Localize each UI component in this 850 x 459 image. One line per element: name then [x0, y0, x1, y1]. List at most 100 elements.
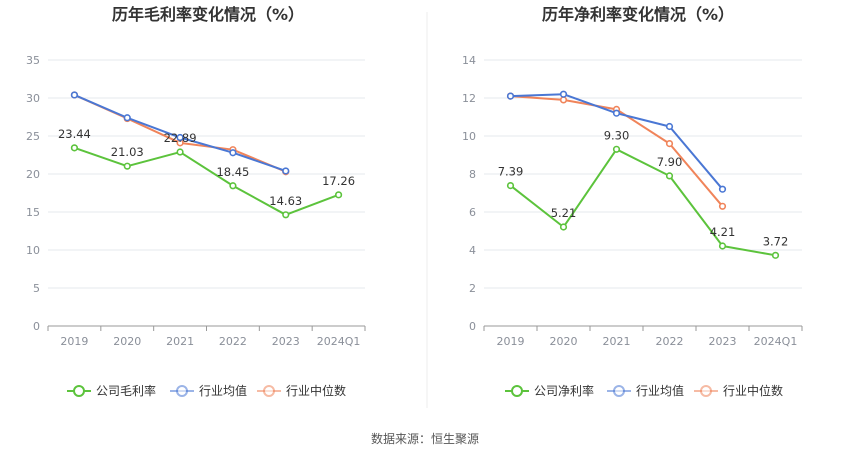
x-axis-ticks: 2019 2020 2021 2022 2023 2024Q1 [483, 325, 803, 348]
data-point [771, 251, 780, 259]
legend-item-company[interactable]: 公司毛利率 [67, 383, 156, 398]
data-point [718, 202, 727, 210]
data-point [506, 181, 515, 190]
x-tick-label: 2022 [656, 335, 684, 348]
y-tick-label: 10 [26, 244, 40, 257]
data-point [282, 211, 290, 219]
data-label: 5.21 [551, 206, 577, 220]
legend-marker [511, 385, 523, 397]
x-tick-label: 2020 [550, 335, 578, 348]
y-tick-label: 35 [26, 54, 40, 67]
y-axis-ticks: 0 2 4 6 8 10 12 14 [462, 54, 476, 333]
data-label: 18.45 [216, 165, 249, 179]
x-tick-label: 2019 [60, 335, 88, 348]
data-point [176, 148, 184, 156]
legend-marker [613, 385, 625, 397]
y-tick-label: 30 [26, 92, 40, 105]
series-group [506, 90, 780, 259]
data-point [282, 167, 290, 175]
data-point [176, 133, 184, 142]
series-line [74, 146, 339, 216]
y-tick-label: 6 [469, 206, 476, 219]
x-tick-label: 2023 [709, 335, 737, 348]
y-tick-label: 5 [33, 282, 40, 295]
data-label: 22.89 [164, 131, 197, 145]
data-point [123, 162, 131, 170]
y-tick-label: 2 [469, 282, 476, 295]
source-note: 数据来源：恒生聚源 [371, 431, 479, 446]
data-point [665, 172, 674, 180]
data-point [718, 185, 727, 193]
gross-margin-chart: 历年毛利率变化情况（%） 0 5 10 15 20 25 30 35 2019 2020 2021… [26, 5, 366, 398]
legend-label-industry-median: 行业中位数 [723, 383, 783, 398]
industry-avg-series [506, 90, 727, 193]
x-tick-label: 2022 [219, 335, 247, 348]
y-axis-ticks: 0 5 10 15 20 25 30 35 [26, 54, 40, 333]
legend-label-company: 公司毛利率 [96, 383, 156, 398]
x-tick-label: 2020 [113, 335, 141, 348]
data-label: 21.03 [111, 145, 144, 159]
data-point [334, 191, 343, 199]
legend-label-company: 公司净利率 [534, 383, 594, 398]
legend-label-industry-median: 行业中位数 [286, 383, 346, 398]
legend-item-industry-median[interactable]: 行业中位数 [694, 383, 783, 398]
data-point [665, 122, 674, 131]
y-tick-label: 25 [26, 130, 40, 143]
data-label: 17.26 [322, 174, 355, 188]
legend-marker [263, 385, 275, 397]
data-labels: 23.44 21.03 22.89 18.45 14.63 17.26 [58, 127, 355, 208]
x-tick-label: 2024Q1 [754, 335, 798, 348]
data-point [665, 140, 674, 148]
data-point [70, 91, 79, 99]
legend-marker [176, 385, 188, 397]
data-point [612, 109, 621, 117]
data-labels: 7.39 5.21 9.30 7.90 4.21 3.72 [498, 128, 789, 248]
legend-item-industry-avg[interactable]: 行业均值 [170, 383, 247, 398]
legend-item-industry-avg[interactable]: 行业均值 [607, 383, 684, 398]
y-tick-label: 0 [469, 320, 476, 333]
data-label: 9.30 [604, 128, 630, 142]
data-label: 7.39 [498, 165, 524, 179]
chart-title: 历年毛利率变化情况（%） [112, 5, 304, 24]
legend: 公司净利率 行业均值 行业中位数 [505, 383, 783, 398]
grid-lines [48, 59, 365, 289]
data-point [718, 242, 727, 250]
data-point [559, 223, 568, 231]
legend-label-industry-avg: 行业均值 [636, 383, 684, 398]
series-line [509, 148, 776, 257]
data-point [612, 145, 621, 153]
x-tick-label: 2021 [166, 335, 194, 348]
y-tick-label: 10 [462, 130, 476, 143]
series-group [70, 91, 343, 219]
x-axis-ticks: 2019 2020 2021 2022 2023 2024Q1 [47, 325, 366, 348]
data-point [229, 149, 237, 157]
x-tick-label: 2019 [497, 335, 525, 348]
chart-title: 历年净利率变化情况（%） [542, 5, 734, 24]
data-label: 23.44 [58, 127, 91, 141]
legend-item-industry-median[interactable]: 行业中位数 [257, 383, 346, 398]
data-point [229, 182, 237, 190]
legend-marker [700, 385, 712, 397]
data-point [559, 96, 568, 104]
y-tick-label: 20 [26, 168, 40, 181]
grid-lines [484, 59, 802, 289]
data-point [506, 92, 515, 100]
data-label: 4.21 [710, 225, 736, 239]
legend-marker [73, 385, 85, 397]
x-tick-label: 2023 [272, 335, 300, 348]
company-series [70, 144, 343, 219]
legend-label-industry-avg: 行业均值 [199, 383, 247, 398]
x-tick-label: 2024Q1 [317, 335, 361, 348]
legend: 公司毛利率 行业均值 行业中位数 [67, 383, 346, 398]
y-tick-label: 4 [469, 244, 476, 257]
company-series [506, 145, 780, 259]
y-tick-label: 15 [26, 206, 40, 219]
data-point [123, 114, 131, 122]
data-point [559, 90, 568, 98]
y-tick-label: 14 [462, 54, 476, 67]
legend-item-company[interactable]: 公司净利率 [505, 383, 594, 398]
y-tick-label: 0 [33, 320, 40, 333]
y-tick-label: 12 [462, 92, 476, 105]
data-label: 7.90 [657, 155, 683, 169]
